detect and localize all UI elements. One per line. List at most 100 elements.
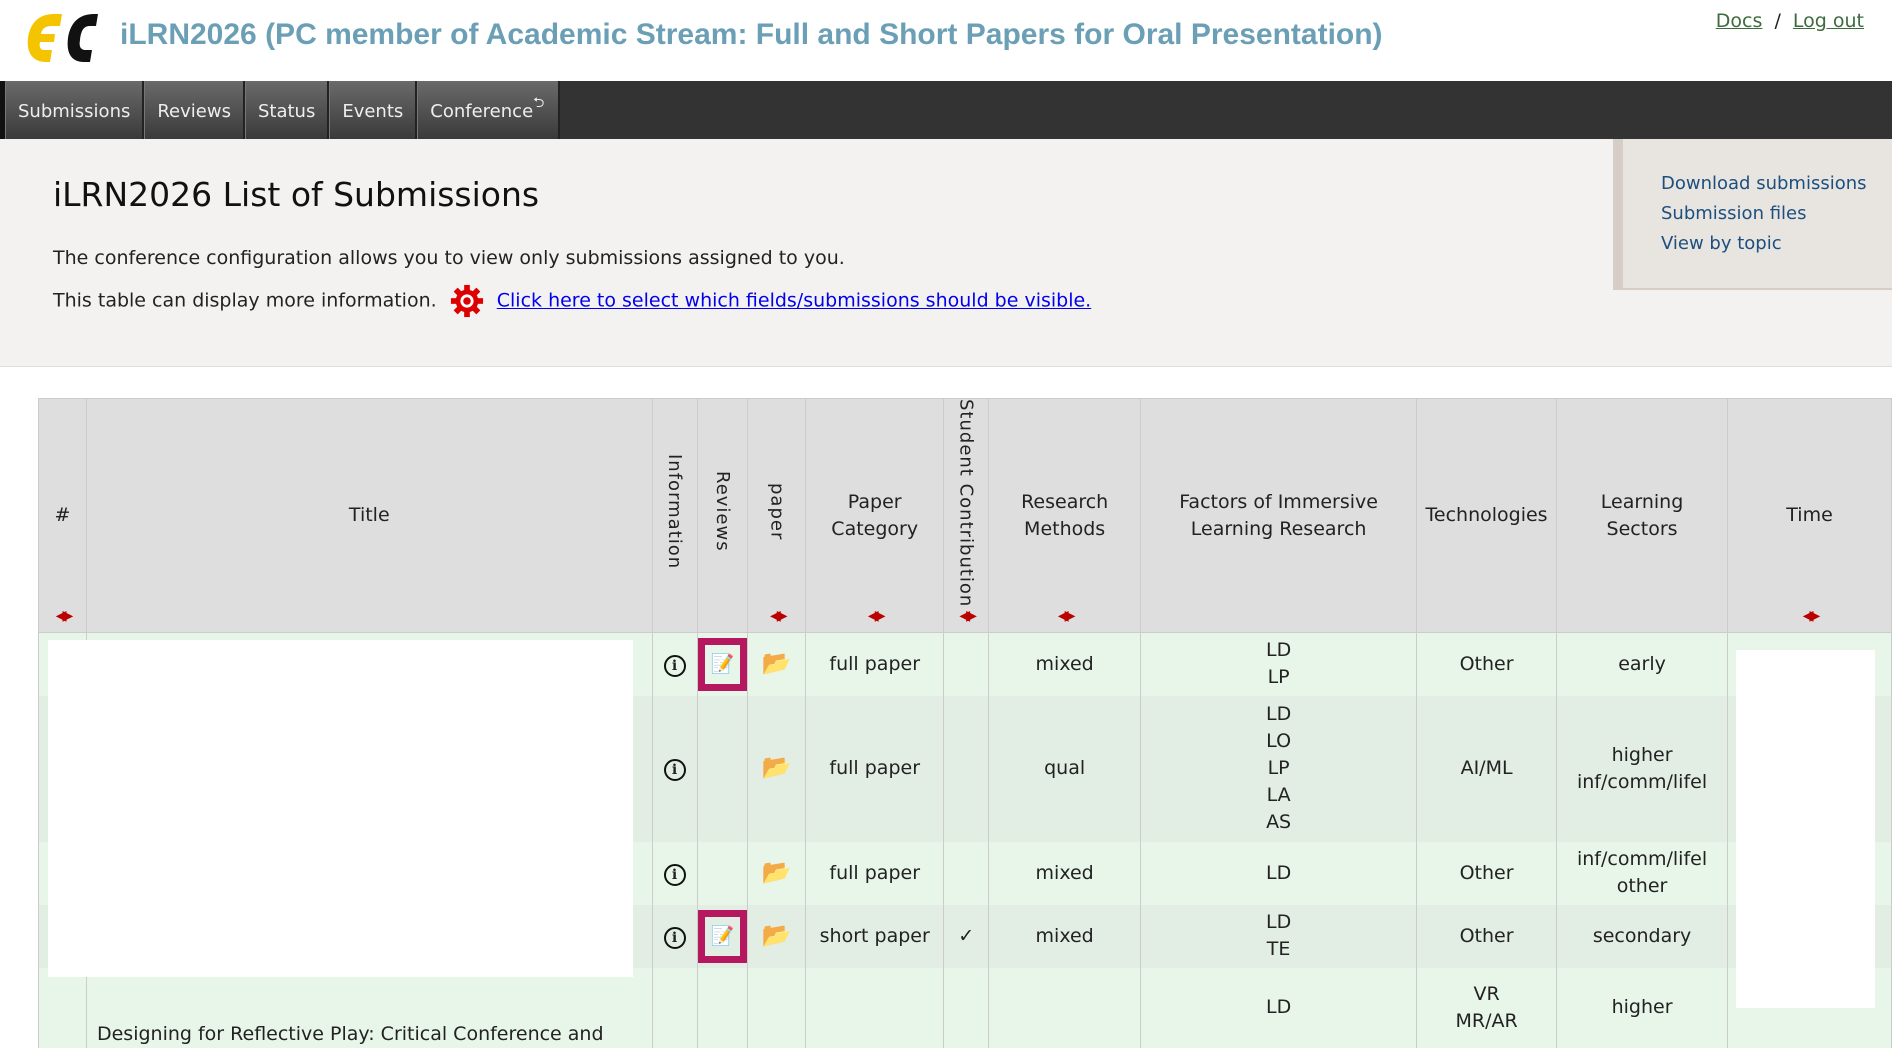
cell-sectors: higher inf/comm/lifel [1556, 695, 1729, 842]
col-student-contribution[interactable]: Student Contribution ◀▶ [943, 398, 990, 633]
info-icon[interactable]: i [663, 926, 686, 949]
sort-icon[interactable]: ◀▶ [959, 608, 976, 624]
cell-factors: LD TE [1140, 904, 1418, 968]
tab-conference[interactable]: Conference⮌ [417, 81, 561, 139]
page-title: iLRN2026 List of Submissions [53, 175, 540, 214]
tab-submissions[interactable]: Submissions [5, 81, 145, 139]
cell-student [943, 841, 990, 905]
view-by-topic-link[interactable]: View by topic [1661, 233, 1782, 254]
sector-value: early [1618, 652, 1666, 675]
cell-reviews[interactable] [696, 695, 749, 842]
display-note-text: This table can display more information. [53, 289, 437, 312]
sort-icon[interactable]: ◀▶ [769, 608, 787, 624]
col-number[interactable]: # ◀▶ [38, 398, 87, 633]
top-links: Docs / Log out [1716, 10, 1864, 32]
factor-value: LA [1266, 784, 1291, 806]
col-information-label: Information [664, 453, 686, 570]
cell-methods: mixed [988, 904, 1142, 968]
sort-icon[interactable]: ◀▶ [1802, 608, 1820, 624]
review-icon[interactable]: 📝 [697, 909, 748, 963]
cell-information[interactable]: i [651, 695, 698, 842]
cell-paper[interactable]: 📂 [747, 695, 807, 842]
sort-icon[interactable]: ◀▶ [867, 608, 885, 624]
folder-icon[interactable]: 📂 [761, 753, 792, 781]
config-note: The conference configuration allows you … [53, 247, 845, 269]
side-menu: Download submissions Submission files Vi… [1613, 139, 1892, 290]
title-text[interactable]: Designing for Reflective Play: Critical … [96, 1022, 604, 1045]
cell-information[interactable]: i [651, 632, 698, 696]
tab-reviews[interactable]: Reviews [144, 81, 245, 139]
cell-reviews[interactable] [696, 841, 749, 905]
col-student-label: Student Contribution [955, 399, 977, 608]
review-icon[interactable]: 📝 [697, 637, 748, 691]
cell-methods: mixed [988, 632, 1142, 696]
cell-paper[interactable]: 📂 [747, 904, 807, 968]
select-fields-link[interactable]: Click here to select which fields/submis… [496, 289, 1092, 312]
logout-link[interactable]: Log out [1792, 10, 1864, 32]
page-intro: iLRN2026 List of Submissions The confere… [0, 139, 1892, 367]
info-icon[interactable]: i [663, 863, 686, 886]
cell-information[interactable]: i [651, 841, 698, 905]
redacted-titles [48, 640, 633, 977]
docs-link[interactable]: Docs [1715, 10, 1763, 32]
col-number-label: # [54, 504, 71, 526]
col-reviews-label: Reviews [711, 471, 733, 552]
technology-value: Other [1459, 924, 1514, 947]
cell-factors: LD [1140, 841, 1418, 905]
sector-value: inf/comm/lifel [1576, 848, 1708, 870]
main-nav: Submissions Reviews Status Events Confer… [0, 81, 1892, 139]
gear-icon[interactable] [449, 284, 485, 318]
tab-status[interactable]: Status [244, 81, 330, 139]
cell-technologies: Other [1416, 841, 1558, 905]
cell-technologies: Other [1416, 904, 1558, 968]
folder-icon[interactable]: 📂 [761, 857, 792, 886]
cell-methods: mixed [988, 841, 1142, 905]
folder-icon[interactable]: 📂 [761, 648, 792, 677]
sector-value: secondary [1592, 924, 1692, 947]
col-time-label: Time [1786, 504, 1833, 526]
col-paper-category[interactable]: Paper Category ◀▶ [805, 398, 945, 633]
sort-icon[interactable]: ◀▶ [1057, 608, 1075, 624]
col-paper[interactable]: paper ◀▶ [747, 398, 807, 633]
factor-value: LP [1267, 666, 1290, 689]
return-icon: ⮌ [533, 95, 545, 111]
cell-student: ✓ [943, 904, 990, 968]
col-title-label: Title [348, 504, 390, 526]
cell-information[interactable]: i [651, 904, 698, 968]
factor-value: LD [1265, 861, 1292, 884]
cell-factors: LD LO LP LA AS [1140, 695, 1418, 842]
sector-value: higher [1611, 743, 1673, 766]
cell-paper[interactable]: 📂 [747, 841, 807, 905]
info-icon[interactable]: i [663, 759, 686, 781]
technology-value: VR [1473, 982, 1500, 1005]
factor-value: LD [1265, 911, 1292, 933]
display-note: This table can display more information.… [53, 284, 1091, 318]
factor-value: LO [1266, 730, 1292, 752]
folder-icon[interactable]: 📂 [761, 920, 792, 949]
col-sectors-label: Learning Sectors [1600, 490, 1684, 540]
col-factors: Factors of Immersive Learning Research [1140, 398, 1418, 633]
factor-value: LP [1267, 757, 1290, 779]
technology-value: AI/ML [1460, 757, 1513, 779]
tab-conference-label: Conference [430, 101, 534, 122]
col-technologies: Technologies [1416, 398, 1558, 633]
sort-icon[interactable]: ◀▶ [55, 608, 73, 624]
info-icon[interactable]: i [663, 654, 686, 677]
cell-reviews[interactable]: 📝 [696, 632, 749, 696]
tab-events[interactable]: Events [329, 81, 418, 139]
factor-value: AS [1266, 811, 1292, 833]
redacted-times [1736, 650, 1875, 1008]
cell-paper[interactable]: 📂 [747, 632, 807, 696]
technology-value: MR/AR [1455, 1009, 1518, 1032]
col-title: Title [85, 398, 653, 633]
submission-files-link[interactable]: Submission files [1661, 203, 1807, 224]
cell-student [943, 695, 990, 842]
cell-reviews[interactable]: 📝 [696, 904, 749, 968]
col-time[interactable]: Time ◀▶ [1727, 398, 1892, 633]
sector-value: other [1616, 875, 1668, 897]
cell-technologies: AI/ML [1416, 695, 1558, 842]
easychair-logo [27, 14, 98, 62]
cell-methods: qual [988, 695, 1142, 842]
col-research-methods[interactable]: Research Methods ◀▶ [988, 398, 1142, 633]
download-submissions-link[interactable]: Download submissions [1661, 173, 1867, 194]
